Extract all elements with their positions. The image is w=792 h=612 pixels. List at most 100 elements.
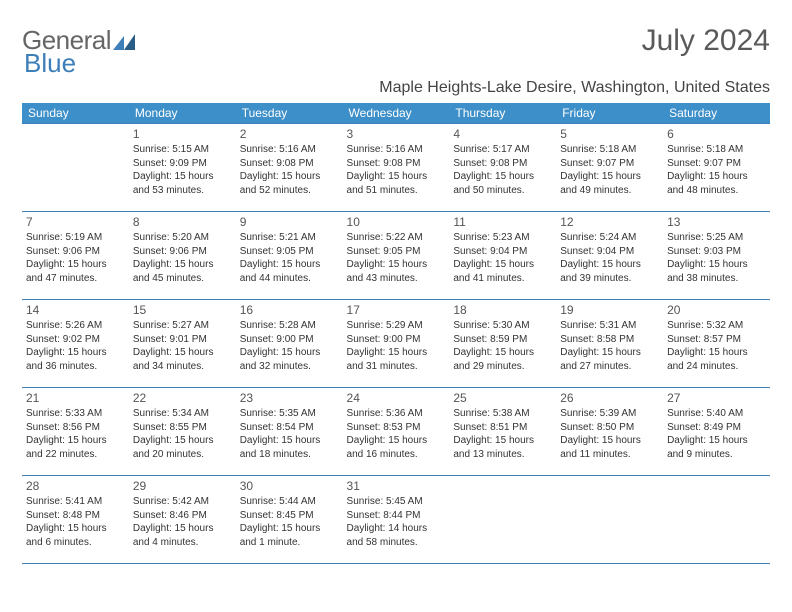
day-number: 25 [453,390,552,406]
calendar-cell: 10Sunrise: 5:22 AMSunset: 9:05 PMDayligh… [343,212,450,300]
calendar-cell: 20Sunrise: 5:32 AMSunset: 8:57 PMDayligh… [663,300,770,388]
day-number: 17 [347,302,446,318]
day-details: Sunrise: 5:22 AMSunset: 9:05 PMDaylight:… [347,231,446,285]
day-number: 10 [347,214,446,230]
calendar-cell: 4Sunrise: 5:17 AMSunset: 9:08 PMDaylight… [449,124,556,212]
calendar-cell: 14Sunrise: 5:26 AMSunset: 9:02 PMDayligh… [22,300,129,388]
day-number: 8 [133,214,232,230]
calendar-cell: 29Sunrise: 5:42 AMSunset: 8:46 PMDayligh… [129,476,236,564]
calendar-week-row: 21Sunrise: 5:33 AMSunset: 8:56 PMDayligh… [22,388,770,476]
calendar-week-row: 28Sunrise: 5:41 AMSunset: 8:48 PMDayligh… [22,476,770,564]
day-details: Sunrise: 5:18 AMSunset: 9:07 PMDaylight:… [560,143,659,197]
calendar-cell-empty [22,124,129,212]
day-number: 28 [26,478,125,494]
day-number: 20 [667,302,766,318]
day-details: Sunrise: 5:16 AMSunset: 9:08 PMDaylight:… [240,143,339,197]
calendar-week-row: 7Sunrise: 5:19 AMSunset: 9:06 PMDaylight… [22,212,770,300]
calendar-cell: 8Sunrise: 5:20 AMSunset: 9:06 PMDaylight… [129,212,236,300]
calendar-cell: 31Sunrise: 5:45 AMSunset: 8:44 PMDayligh… [343,476,450,564]
calendar-cell: 25Sunrise: 5:38 AMSunset: 8:51 PMDayligh… [449,388,556,476]
calendar-cell: 12Sunrise: 5:24 AMSunset: 9:04 PMDayligh… [556,212,663,300]
day-details: Sunrise: 5:39 AMSunset: 8:50 PMDaylight:… [560,407,659,461]
day-number: 29 [133,478,232,494]
day-details: Sunrise: 5:25 AMSunset: 9:03 PMDaylight:… [667,231,766,285]
day-number: 7 [26,214,125,230]
calendar-cell: 3Sunrise: 5:16 AMSunset: 9:08 PMDaylight… [343,124,450,212]
calendar-cell-empty [556,476,663,564]
day-number: 6 [667,126,766,142]
calendar-table: SundayMondayTuesdayWednesdayThursdayFrid… [22,103,770,564]
day-number: 5 [560,126,659,142]
calendar-cell-empty [449,476,556,564]
day-number: 23 [240,390,339,406]
calendar-cell: 2Sunrise: 5:16 AMSunset: 9:08 PMDaylight… [236,124,343,212]
day-number: 21 [26,390,125,406]
day-details: Sunrise: 5:42 AMSunset: 8:46 PMDaylight:… [133,495,232,549]
day-details: Sunrise: 5:29 AMSunset: 9:00 PMDaylight:… [347,319,446,373]
day-header-friday: Friday [556,103,663,124]
calendar-cell: 11Sunrise: 5:23 AMSunset: 9:04 PMDayligh… [449,212,556,300]
day-number: 2 [240,126,339,142]
calendar-cell: 30Sunrise: 5:44 AMSunset: 8:45 PMDayligh… [236,476,343,564]
day-header-thursday: Thursday [449,103,556,124]
calendar-cell: 23Sunrise: 5:35 AMSunset: 8:54 PMDayligh… [236,388,343,476]
day-details: Sunrise: 5:45 AMSunset: 8:44 PMDaylight:… [347,495,446,549]
day-number: 27 [667,390,766,406]
day-details: Sunrise: 5:23 AMSunset: 9:04 PMDaylight:… [453,231,552,285]
day-details: Sunrise: 5:18 AMSunset: 9:07 PMDaylight:… [667,143,766,197]
calendar-week-row: 1Sunrise: 5:15 AMSunset: 9:09 PMDaylight… [22,124,770,212]
brand-part2: Blue [24,48,76,78]
calendar-page: General July 2024 Blue Maple Heights-Lak… [0,0,792,564]
day-number: 26 [560,390,659,406]
day-details: Sunrise: 5:32 AMSunset: 8:57 PMDaylight:… [667,319,766,373]
calendar-cell: 9Sunrise: 5:21 AMSunset: 9:05 PMDaylight… [236,212,343,300]
day-header-tuesday: Tuesday [236,103,343,124]
calendar-header: SundayMondayTuesdayWednesdayThursdayFrid… [22,103,770,124]
calendar-cell: 24Sunrise: 5:36 AMSunset: 8:53 PMDayligh… [343,388,450,476]
day-number: 13 [667,214,766,230]
day-number: 9 [240,214,339,230]
day-details: Sunrise: 5:41 AMSunset: 8:48 PMDaylight:… [26,495,125,549]
day-details: Sunrise: 5:31 AMSunset: 8:58 PMDaylight:… [560,319,659,373]
day-number: 3 [347,126,446,142]
day-details: Sunrise: 5:21 AMSunset: 9:05 PMDaylight:… [240,231,339,285]
day-header-sunday: Sunday [22,103,129,124]
calendar-cell: 18Sunrise: 5:30 AMSunset: 8:59 PMDayligh… [449,300,556,388]
calendar-cell: 16Sunrise: 5:28 AMSunset: 9:00 PMDayligh… [236,300,343,388]
day-number: 4 [453,126,552,142]
day-number: 11 [453,214,552,230]
calendar-body: 1Sunrise: 5:15 AMSunset: 9:09 PMDaylight… [22,124,770,564]
day-details: Sunrise: 5:40 AMSunset: 8:49 PMDaylight:… [667,407,766,461]
calendar-cell: 5Sunrise: 5:18 AMSunset: 9:07 PMDaylight… [556,124,663,212]
calendar-cell-empty [663,476,770,564]
calendar-cell: 28Sunrise: 5:41 AMSunset: 8:48 PMDayligh… [22,476,129,564]
day-details: Sunrise: 5:24 AMSunset: 9:04 PMDaylight:… [560,231,659,285]
calendar-cell: 27Sunrise: 5:40 AMSunset: 8:49 PMDayligh… [663,388,770,476]
day-number: 15 [133,302,232,318]
day-number: 19 [560,302,659,318]
day-number: 1 [133,126,232,142]
calendar-cell: 15Sunrise: 5:27 AMSunset: 9:01 PMDayligh… [129,300,236,388]
location-label: Maple Heights-Lake Desire, Washington, U… [22,79,770,97]
calendar-cell: 22Sunrise: 5:34 AMSunset: 8:55 PMDayligh… [129,388,236,476]
day-details: Sunrise: 5:30 AMSunset: 8:59 PMDaylight:… [453,319,552,373]
calendar-cell: 13Sunrise: 5:25 AMSunset: 9:03 PMDayligh… [663,212,770,300]
calendar-cell: 1Sunrise: 5:15 AMSunset: 9:09 PMDaylight… [129,124,236,212]
day-details: Sunrise: 5:28 AMSunset: 9:00 PMDaylight:… [240,319,339,373]
calendar-cell: 19Sunrise: 5:31 AMSunset: 8:58 PMDayligh… [556,300,663,388]
day-details: Sunrise: 5:38 AMSunset: 8:51 PMDaylight:… [453,407,552,461]
day-number: 22 [133,390,232,406]
day-details: Sunrise: 5:35 AMSunset: 8:54 PMDaylight:… [240,407,339,461]
day-details: Sunrise: 5:16 AMSunset: 9:08 PMDaylight:… [347,143,446,197]
day-details: Sunrise: 5:20 AMSunset: 9:06 PMDaylight:… [133,231,232,285]
calendar-cell: 6Sunrise: 5:18 AMSunset: 9:07 PMDaylight… [663,124,770,212]
day-details: Sunrise: 5:19 AMSunset: 9:06 PMDaylight:… [26,231,125,285]
day-number: 24 [347,390,446,406]
calendar-week-row: 14Sunrise: 5:26 AMSunset: 9:02 PMDayligh… [22,300,770,388]
page-title: July 2024 [642,24,770,58]
day-details: Sunrise: 5:44 AMSunset: 8:45 PMDaylight:… [240,495,339,549]
day-details: Sunrise: 5:33 AMSunset: 8:56 PMDaylight:… [26,407,125,461]
day-header-wednesday: Wednesday [343,103,450,124]
day-details: Sunrise: 5:34 AMSunset: 8:55 PMDaylight:… [133,407,232,461]
calendar-cell: 21Sunrise: 5:33 AMSunset: 8:56 PMDayligh… [22,388,129,476]
